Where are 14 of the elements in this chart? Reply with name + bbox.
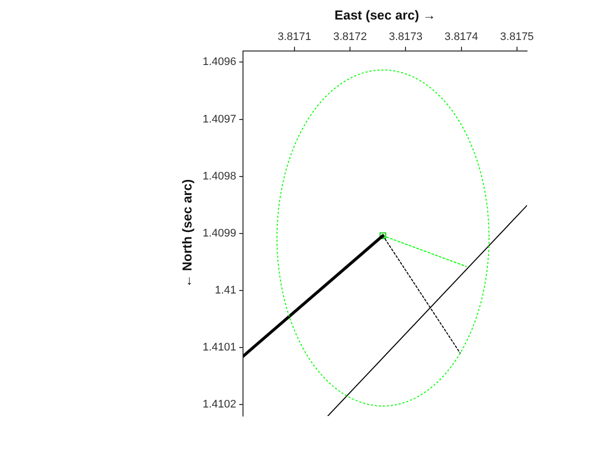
y-tick-label: 1.4101 [202,342,236,354]
x-tick-label: 3.8174 [444,31,478,44]
y-tick-label: 1.4099 [202,227,236,240]
y-tick-label: 1.4098 [202,170,236,182]
x-tick-label: 3.8175 [500,31,534,44]
x-tick-label: 3.8171 [278,31,312,44]
x-tick-label: 3.8173 [388,31,423,44]
y-tick-label: 1.4096 [202,56,236,68]
y-tick-label: 1.41 [214,284,236,296]
x-axis-title: East (sec arc) → [334,7,436,22]
y-tick-label: 1.4097 [202,113,236,126]
y-axis-title: ← North (sec arc) [179,179,194,288]
y-tick-label: 1.4102 [202,398,236,411]
x-tick-label: 3.8172 [333,31,367,44]
